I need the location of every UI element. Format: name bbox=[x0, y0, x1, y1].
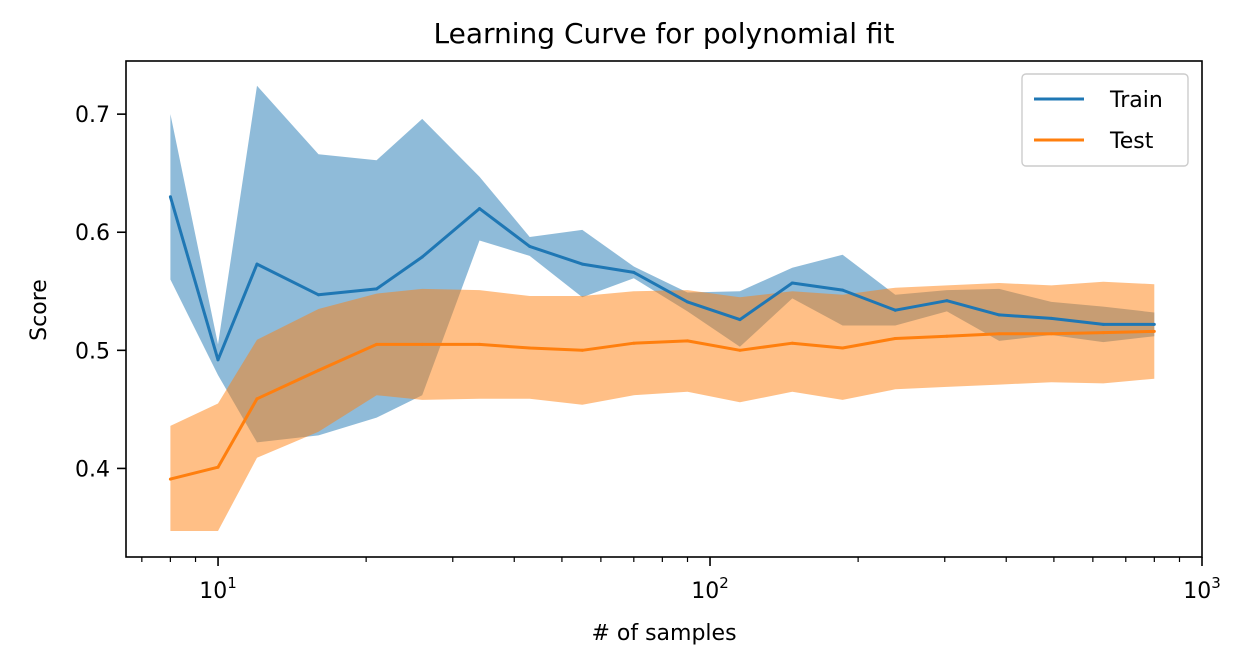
point-test bbox=[1152, 329, 1156, 333]
point-test bbox=[375, 342, 379, 346]
x-tick-label: 103 bbox=[1183, 574, 1221, 604]
point-train bbox=[1101, 322, 1105, 326]
point-train bbox=[686, 300, 689, 304]
legend-label-test: Test bbox=[1109, 129, 1154, 154]
point-train bbox=[841, 288, 845, 292]
line-test bbox=[170, 329, 1155, 481]
point-train bbox=[528, 244, 532, 248]
point-test bbox=[686, 339, 689, 343]
point-train bbox=[790, 281, 794, 285]
point-train bbox=[216, 358, 220, 362]
point-test bbox=[945, 334, 949, 338]
point-test bbox=[168, 477, 172, 481]
point-train bbox=[738, 318, 742, 322]
series-lines bbox=[168, 195, 1156, 481]
axis-ticks: 101 102 103 0.4 0.5 0.6 0.7 bbox=[75, 103, 1221, 604]
point-train bbox=[317, 293, 320, 297]
point-train bbox=[168, 195, 172, 199]
point-train bbox=[420, 255, 424, 259]
y-tick-label: 0.6 bbox=[75, 221, 110, 246]
point-test bbox=[580, 348, 584, 352]
point-test bbox=[317, 368, 320, 372]
point-test bbox=[738, 348, 742, 352]
point-test bbox=[478, 342, 481, 346]
point-train bbox=[580, 262, 584, 266]
point-train bbox=[255, 262, 259, 266]
y-axis-label: Score bbox=[27, 279, 52, 341]
point-train bbox=[632, 270, 636, 274]
chart-title: Learning Curve for polynomial fit bbox=[433, 17, 894, 50]
point-test bbox=[997, 332, 1001, 336]
y-tick-label: 0.7 bbox=[75, 103, 110, 128]
y-tick-label: 0.4 bbox=[75, 457, 110, 482]
point-test bbox=[420, 342, 424, 346]
point-test bbox=[528, 346, 532, 350]
x-axis-label: # of samples bbox=[591, 621, 736, 646]
x-tick-label: 102 bbox=[691, 574, 729, 604]
y-tick-label: 0.5 bbox=[75, 339, 110, 364]
confidence-bands bbox=[170, 85, 1155, 531]
point-test bbox=[841, 346, 845, 350]
point-test bbox=[632, 341, 636, 345]
line-train bbox=[168, 196, 1155, 362]
point-test bbox=[216, 465, 220, 469]
x-tick-label: 101 bbox=[199, 574, 237, 604]
legend-box bbox=[1021, 73, 1189, 167]
point-train bbox=[478, 207, 481, 211]
legend-label-train: Train bbox=[1109, 88, 1163, 113]
point-train bbox=[945, 299, 949, 303]
point-test bbox=[1049, 332, 1053, 336]
point-test bbox=[893, 337, 897, 340]
legend: Train Test bbox=[1021, 73, 1189, 167]
point-test bbox=[1101, 331, 1105, 335]
point-test bbox=[790, 341, 794, 345]
point-train bbox=[893, 308, 897, 312]
band-test bbox=[170, 281, 1155, 531]
point-train bbox=[997, 313, 1001, 317]
point-train bbox=[1152, 322, 1156, 326]
plot-area-frame bbox=[125, 60, 1203, 558]
point-train bbox=[1049, 316, 1053, 320]
point-train bbox=[375, 287, 379, 291]
point-test bbox=[255, 397, 259, 401]
